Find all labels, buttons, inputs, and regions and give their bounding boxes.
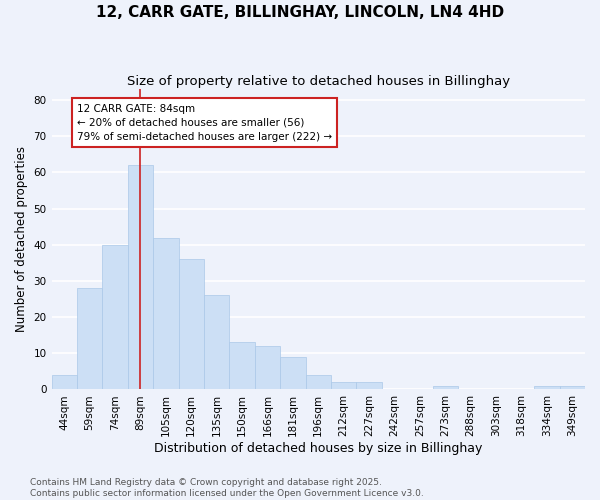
Text: 12 CARR GATE: 84sqm
← 20% of detached houses are smaller (56)
79% of semi-detach: 12 CARR GATE: 84sqm ← 20% of detached ho… xyxy=(77,104,332,142)
Bar xyxy=(255,346,280,390)
Bar xyxy=(128,165,153,390)
Bar xyxy=(229,342,255,390)
Bar xyxy=(331,382,356,390)
Text: Contains HM Land Registry data © Crown copyright and database right 2025.
Contai: Contains HM Land Registry data © Crown c… xyxy=(30,478,424,498)
Bar xyxy=(103,244,128,390)
Bar xyxy=(280,357,305,390)
Bar xyxy=(305,375,331,390)
Y-axis label: Number of detached properties: Number of detached properties xyxy=(15,146,28,332)
Bar xyxy=(77,288,103,390)
Bar xyxy=(356,382,382,390)
Text: 12, CARR GATE, BILLINGHAY, LINCOLN, LN4 4HD: 12, CARR GATE, BILLINGHAY, LINCOLN, LN4 … xyxy=(96,5,504,20)
Bar xyxy=(560,386,585,390)
Title: Size of property relative to detached houses in Billinghay: Size of property relative to detached ho… xyxy=(127,75,510,88)
X-axis label: Distribution of detached houses by size in Billinghay: Distribution of detached houses by size … xyxy=(154,442,482,455)
Bar xyxy=(204,296,229,390)
Bar xyxy=(433,386,458,390)
Bar xyxy=(534,386,560,390)
Bar xyxy=(179,259,204,390)
Bar xyxy=(52,375,77,390)
Bar xyxy=(153,238,179,390)
